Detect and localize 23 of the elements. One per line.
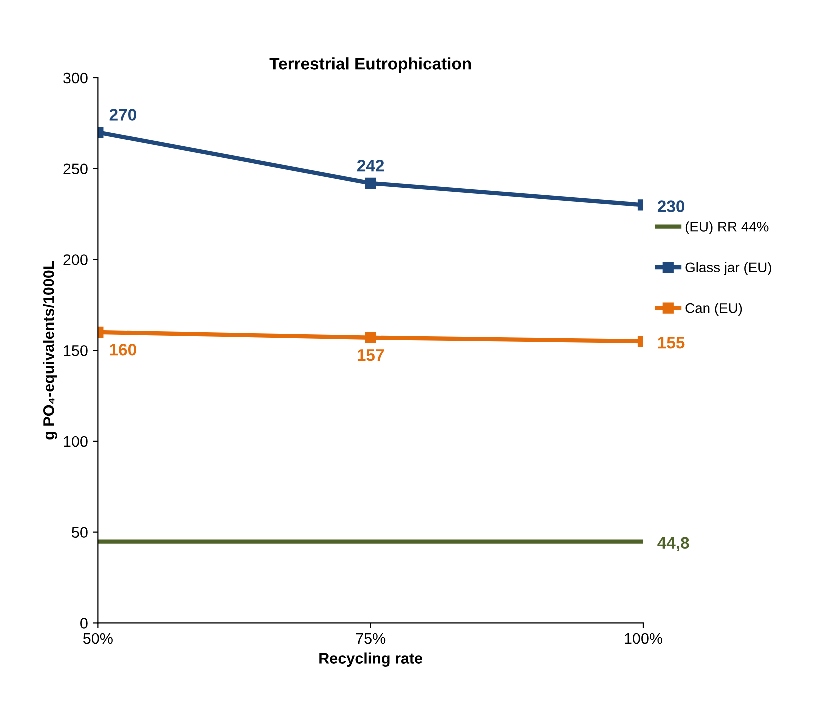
y-tick-label: 0 bbox=[80, 618, 88, 629]
y-tick-label: 150 bbox=[64, 345, 88, 356]
data-label: 44,8 bbox=[658, 537, 690, 552]
data-label: 155 bbox=[658, 337, 685, 349]
x-tick-label: 50% bbox=[84, 633, 113, 644]
x-axis-title: Recycling rate bbox=[320, 652, 423, 668]
x-tick-label: 100% bbox=[625, 633, 662, 644]
chart-title: Terrestrial Eutrophication bbox=[270, 58, 472, 74]
data-label: 270 bbox=[110, 109, 136, 121]
legend-label: Glass jar (EU) bbox=[686, 262, 772, 276]
y-axis-title: g PO₄-equivalents/1000L bbox=[43, 261, 58, 440]
y-tick-label: 50 bbox=[72, 527, 88, 538]
data-label: 242 bbox=[358, 160, 384, 172]
y-tick-label: 300 bbox=[64, 72, 88, 84]
x-tick-label: 75% bbox=[356, 633, 386, 644]
data-label: 230 bbox=[658, 200, 685, 212]
data-label: 157 bbox=[358, 350, 384, 362]
legend-label: (EU) RR 44% bbox=[686, 222, 769, 235]
data-label: 160 bbox=[110, 344, 136, 356]
legend-label: Can (EU) bbox=[686, 303, 742, 316]
y-tick-label: 250 bbox=[64, 164, 88, 175]
y-tick-label: 100 bbox=[64, 436, 88, 448]
y-tick-label: 200 bbox=[64, 254, 88, 266]
